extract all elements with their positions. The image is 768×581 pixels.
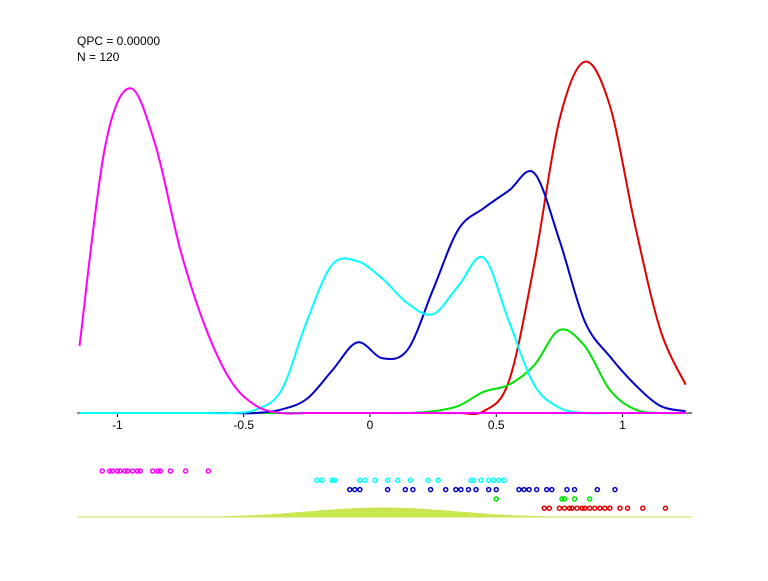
density-curve [78,87,686,415]
rug-point [612,486,618,493]
rug-point [329,477,335,484]
rug-point [586,505,593,511]
rug-point [586,496,593,502]
rug-point [468,477,474,484]
x-tick-label: -0.5 [233,418,254,432]
rug-point [331,477,338,484]
x-tick-label: -1 [112,418,123,432]
rug-point [157,468,164,474]
rug-point [362,477,368,484]
rug-point [602,505,608,511]
rug-point [458,486,464,493]
rug-point [662,505,669,511]
rug-point [579,505,585,511]
rug-point [607,505,613,511]
rug-point [501,477,507,484]
rug-point [150,468,156,474]
annotation: QPC = 0.00000 [77,34,160,48]
rug-point [122,468,128,474]
rug-point [493,496,500,502]
rug-point [109,468,116,474]
rug-point [427,486,434,493]
rug-point [569,505,575,511]
rug-point [357,477,363,484]
rug-point [581,505,588,511]
rug-point [410,486,416,493]
x-tick-label: 1 [619,418,626,432]
rug-point [592,505,598,511]
rug-point [485,477,492,484]
rug-point [594,486,601,493]
rug-point [556,505,563,511]
rug-point [357,486,363,493]
rug-point [155,468,161,474]
rug-point [435,477,441,484]
rug-point [597,505,603,511]
rug-point [564,486,570,493]
rug-point [395,477,401,484]
rug-point [521,486,527,493]
rug-point [314,477,320,484]
rug-point [124,468,131,474]
rug-point [561,496,568,502]
x-tick-label: 0.5 [488,418,505,432]
rug-point [129,468,136,474]
rug-point [407,477,414,484]
rug-point [117,468,123,474]
rug-point [546,505,553,511]
rug-point [571,486,578,493]
rug-point [134,468,141,474]
rug-point [470,477,477,484]
rug-point [442,486,449,493]
rug-point [473,486,479,493]
rug-point [384,486,391,493]
rug-point [478,477,484,484]
rug-point [561,505,568,511]
rug-point [533,486,540,493]
rug-point [372,477,378,484]
rug-point [114,468,121,474]
rug-point [541,505,547,511]
rug-point [352,486,358,493]
rug-point [319,477,325,484]
rug-point [617,505,623,511]
rug-point [639,505,646,511]
rug-point [574,505,580,511]
rug-point [137,468,143,474]
rug-point [624,505,631,511]
rug-point [453,486,459,493]
rug-point [205,468,212,474]
rug-point [99,468,106,474]
rug-point [516,486,522,493]
x-tick-label: 0 [367,418,374,432]
rug-point [167,468,174,474]
rug-point [559,496,565,502]
rug-point [465,486,472,493]
rug-point [490,477,497,484]
rug-point [347,486,353,493]
rug-point [384,477,391,484]
rug-point [107,468,113,474]
rug-point [544,486,550,493]
rug-point [496,477,502,484]
rug-point [571,496,578,502]
rug-point [402,486,409,493]
rug-point [566,505,573,511]
rug-point [182,468,189,474]
annotation: N = 120 [77,50,120,64]
rug-point [549,486,555,493]
rug-point [425,477,431,484]
rug-point [493,486,500,493]
rug-point [485,486,492,493]
rug-point [526,486,532,493]
